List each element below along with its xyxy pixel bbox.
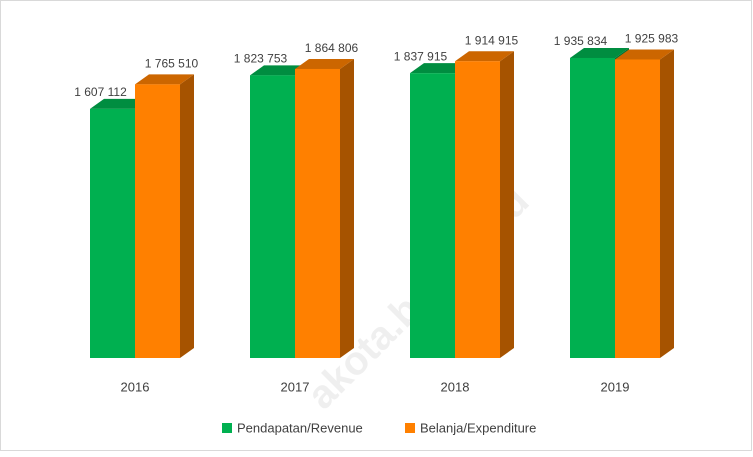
- legend-swatch: [222, 423, 232, 433]
- bar: [615, 59, 660, 359]
- bar: [295, 68, 340, 358]
- x-tick-label: 2018: [441, 379, 470, 394]
- bar-top: [250, 65, 309, 76]
- bar-top: [135, 74, 194, 85]
- bar: [455, 61, 500, 359]
- data-label: 1 864 806: [305, 41, 359, 55]
- bar: [250, 75, 295, 358]
- bar-side: [180, 74, 194, 358]
- bar-top: [410, 63, 469, 74]
- bar-top: [90, 98, 149, 109]
- x-tick-label: 2019: [601, 379, 630, 394]
- x-tick-label: 2017: [281, 379, 310, 394]
- legend-label: Pendapatan/Revenue: [237, 420, 363, 435]
- bar-top: [615, 49, 674, 60]
- bar: [570, 57, 615, 358]
- bar-side: [340, 58, 354, 358]
- bar-top: [455, 51, 514, 62]
- data-label: 1 607 112: [74, 85, 127, 99]
- data-label: 1 925 983: [625, 32, 679, 46]
- bar-side: [660, 49, 674, 359]
- x-tick-label: 2016: [121, 379, 150, 394]
- legend-label: Belanja/Expenditure: [420, 420, 536, 435]
- bar-top: [570, 47, 629, 58]
- legend-swatch: [405, 423, 415, 433]
- bar: [90, 108, 135, 358]
- bar: [410, 73, 455, 359]
- bar-side: [500, 51, 514, 359]
- data-label: 1 765 510: [145, 57, 199, 71]
- data-label: 1 935 834: [554, 34, 608, 48]
- data-label: 1 837 915: [394, 49, 448, 63]
- bar-top: [295, 58, 354, 69]
- data-label: 1 914 915: [465, 33, 519, 47]
- data-label: 1 823 753: [234, 51, 288, 65]
- bar: [135, 84, 180, 358]
